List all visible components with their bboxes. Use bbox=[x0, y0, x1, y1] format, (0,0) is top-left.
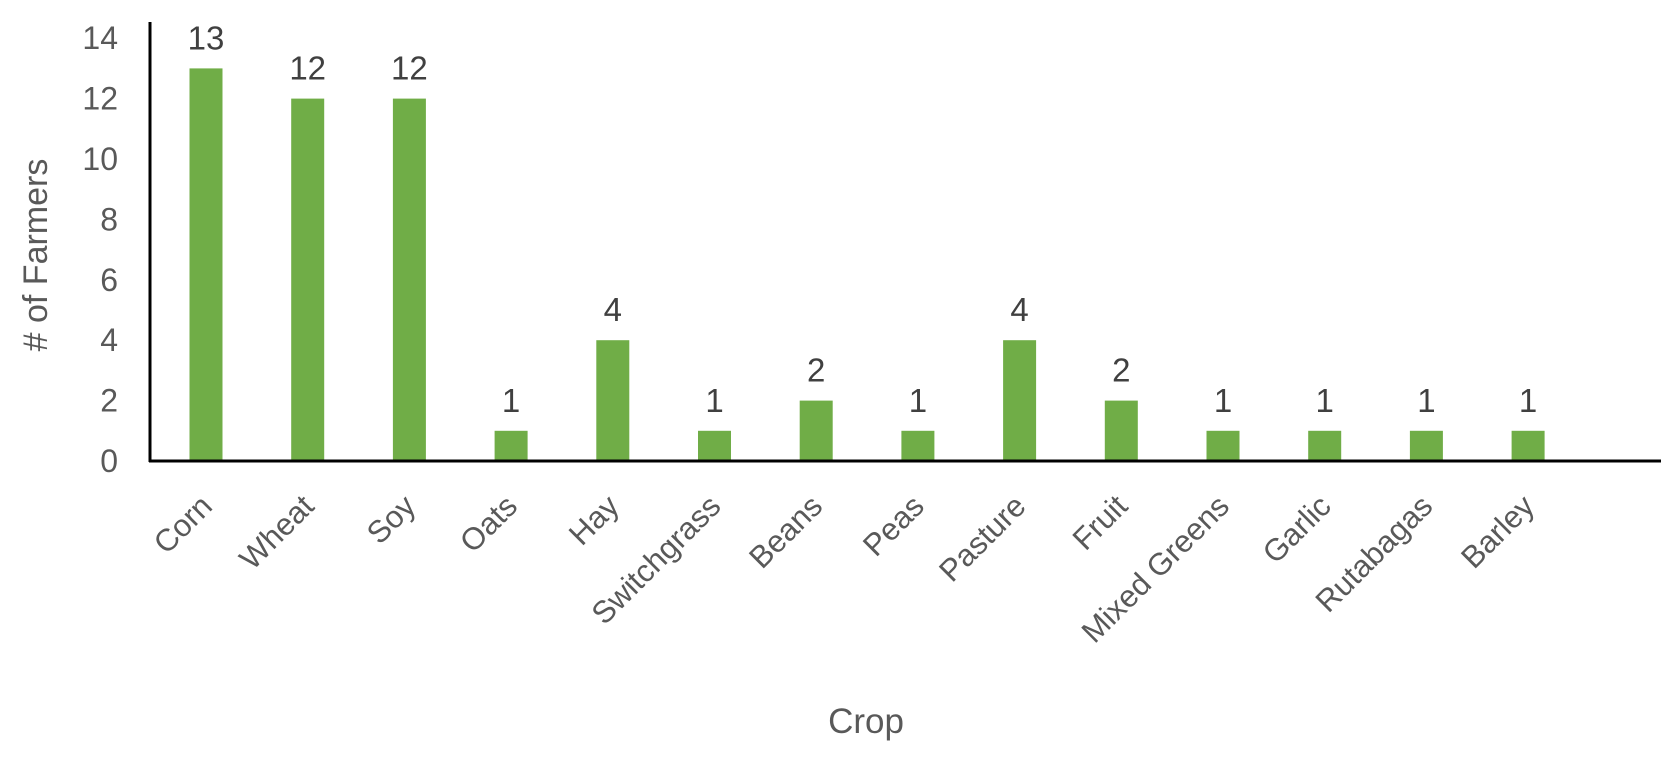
x-axis-title: Crop bbox=[828, 702, 904, 741]
data-label: 4 bbox=[1010, 291, 1028, 328]
x-tick-label: Soy bbox=[360, 488, 423, 551]
data-label: 1 bbox=[909, 382, 927, 419]
y-tick-label: 12 bbox=[82, 81, 118, 117]
bar bbox=[901, 430, 935, 461]
y-tick-label: 6 bbox=[100, 262, 118, 298]
x-tick-label: Fruit bbox=[1066, 488, 1135, 557]
y-tick-label: 2 bbox=[100, 383, 118, 419]
data-label: 2 bbox=[807, 352, 825, 389]
data-label: 1 bbox=[1417, 382, 1435, 419]
data-label: 1 bbox=[705, 382, 723, 419]
data-label: 1 bbox=[1519, 382, 1537, 419]
data-label: 1 bbox=[502, 382, 520, 419]
x-tick-label: Oats bbox=[453, 488, 524, 559]
x-tick-label: Barley bbox=[1454, 488, 1541, 575]
x-tick-label: Beans bbox=[742, 488, 829, 575]
data-label: 1 bbox=[1316, 382, 1334, 419]
x-tick-label: Garlic bbox=[1256, 488, 1338, 570]
bar bbox=[1003, 340, 1037, 461]
bar bbox=[1511, 430, 1545, 461]
y-tick-label: 4 bbox=[100, 322, 118, 358]
bars bbox=[189, 68, 1545, 462]
x-tick-label: Pasture bbox=[932, 488, 1032, 588]
bar bbox=[1308, 430, 1342, 461]
x-tick-label: Hay bbox=[562, 488, 626, 552]
y-axis-ticks: 0 2 4 6 8 10 12 14 bbox=[82, 20, 118, 479]
data-label: 13 bbox=[188, 19, 225, 56]
bar bbox=[392, 98, 426, 461]
bar bbox=[1409, 430, 1443, 461]
x-tick-label: Peas bbox=[856, 488, 931, 563]
y-tick-label: 10 bbox=[82, 141, 118, 177]
data-label: 12 bbox=[391, 50, 428, 87]
data-label: 4 bbox=[604, 291, 622, 328]
bar bbox=[596, 340, 630, 461]
y-axis-title: # of Farmers bbox=[17, 159, 55, 352]
y-tick-label: 14 bbox=[82, 20, 118, 56]
bar bbox=[189, 68, 223, 462]
bar bbox=[799, 400, 833, 461]
bar bbox=[1206, 430, 1240, 461]
data-label: 1 bbox=[1214, 382, 1232, 419]
bar bbox=[698, 430, 731, 461]
x-tick-label: Corn bbox=[147, 488, 219, 560]
data-label: 12 bbox=[289, 50, 326, 87]
x-tick-label: Wheat bbox=[233, 488, 321, 576]
bar bbox=[494, 430, 528, 461]
bar bbox=[1104, 400, 1138, 461]
data-label: 2 bbox=[1112, 352, 1130, 389]
y-tick-label: 8 bbox=[100, 201, 118, 237]
y-tick-label: 0 bbox=[100, 443, 118, 479]
bar bbox=[291, 98, 325, 461]
